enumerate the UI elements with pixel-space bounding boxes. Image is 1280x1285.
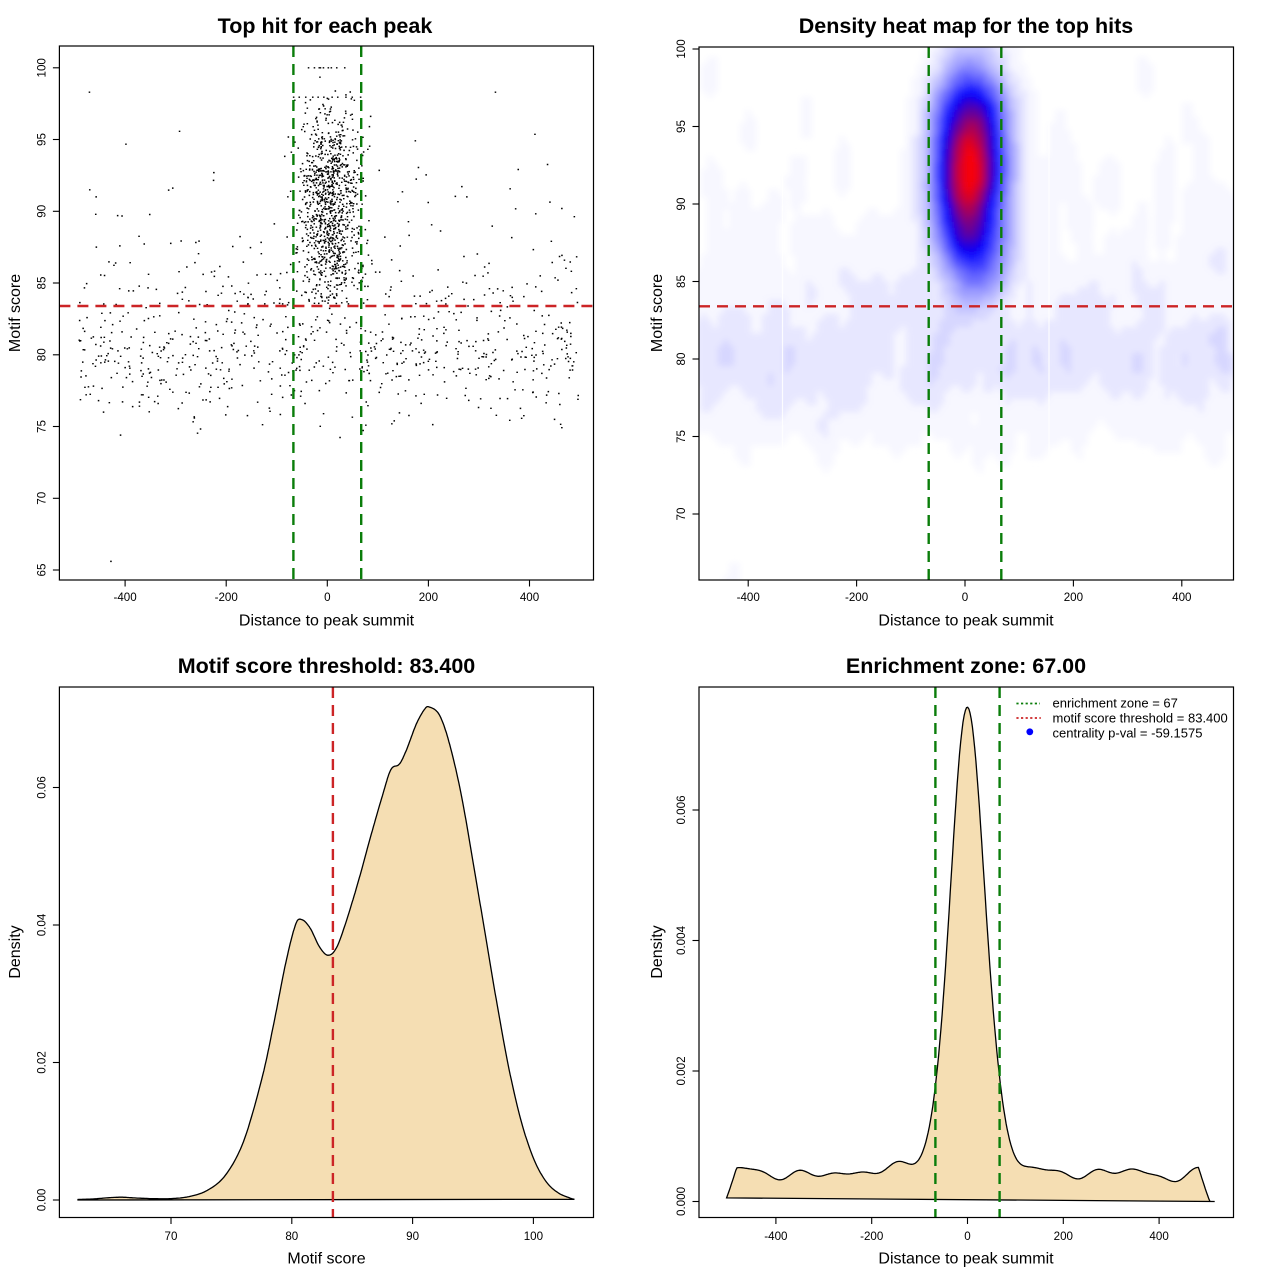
- svg-text:100: 100: [675, 39, 688, 58]
- svg-text:80: 80: [285, 1230, 298, 1243]
- svg-text:Motif score threshold: 83.400: Motif score threshold: 83.400: [178, 654, 476, 678]
- svg-text:95: 95: [35, 133, 48, 146]
- svg-text:100: 100: [524, 1230, 543, 1243]
- svg-text:75: 75: [35, 420, 48, 433]
- svg-text:100: 100: [35, 58, 48, 77]
- svg-text:0.002: 0.002: [675, 1056, 688, 1085]
- svg-text:0.004: 0.004: [675, 925, 688, 955]
- svg-text:Motif score: Motif score: [7, 274, 24, 352]
- svg-text:0.00: 0.00: [35, 1189, 48, 1212]
- svg-text:0: 0: [962, 591, 968, 604]
- svg-text:90: 90: [406, 1230, 419, 1243]
- svg-text:65: 65: [35, 564, 48, 577]
- svg-text:90: 90: [675, 198, 688, 211]
- svg-text:-200: -200: [845, 591, 868, 604]
- svg-text:400: 400: [1149, 1230, 1168, 1243]
- svg-text:70: 70: [165, 1230, 178, 1243]
- svg-text:0: 0: [324, 591, 330, 604]
- svg-text:85: 85: [675, 275, 688, 288]
- svg-text:-400: -400: [113, 591, 136, 604]
- svg-text:Distance to peak summit: Distance to peak summit: [878, 1251, 1054, 1268]
- svg-text:70: 70: [35, 492, 48, 505]
- svg-text:0.000: 0.000: [675, 1187, 688, 1216]
- svg-text:200: 200: [419, 591, 438, 604]
- svg-text:-200: -200: [860, 1230, 883, 1243]
- svg-text:Distance to peak summit: Distance to peak summit: [239, 613, 415, 630]
- svg-text:0.06: 0.06: [35, 776, 48, 799]
- svg-text:Density: Density: [649, 925, 666, 978]
- svg-text:Density heat map for the top h: Density heat map for the top hits: [799, 14, 1134, 38]
- svg-text:95: 95: [675, 120, 688, 133]
- svg-text:400: 400: [1172, 591, 1191, 604]
- svg-text:Distance to peak summit: Distance to peak summit: [878, 613, 1054, 630]
- svg-text:-400: -400: [737, 591, 760, 604]
- svg-text:0: 0: [964, 1230, 970, 1243]
- svg-text:centrality p-val = -59.1575: centrality p-val = -59.1575: [1053, 726, 1203, 741]
- svg-text:80: 80: [675, 353, 688, 366]
- svg-text:75: 75: [675, 430, 688, 443]
- svg-text:Density: Density: [7, 925, 24, 978]
- svg-text:motif score threshold = 83.400: motif score threshold = 83.400: [1053, 711, 1228, 726]
- svg-text:Top hit for each peak: Top hit for each peak: [218, 14, 433, 38]
- svg-text:80: 80: [35, 348, 48, 361]
- svg-text:-400: -400: [764, 1230, 787, 1243]
- svg-text:Enrichment zone: 67.00: Enrichment zone: 67.00: [846, 654, 1086, 678]
- svg-text:70: 70: [675, 508, 688, 521]
- svg-text:0.02: 0.02: [35, 1051, 48, 1074]
- svg-text:Motif score: Motif score: [649, 274, 666, 352]
- svg-text:200: 200: [1064, 591, 1083, 604]
- svg-text:200: 200: [1054, 1230, 1073, 1243]
- svg-text:enrichment zone = 67: enrichment zone = 67: [1053, 696, 1178, 711]
- svg-text:0.006: 0.006: [675, 795, 688, 824]
- svg-text:Motif score: Motif score: [287, 1251, 365, 1268]
- svg-text:90: 90: [35, 205, 48, 218]
- svg-text:85: 85: [35, 277, 48, 290]
- svg-text:-200: -200: [215, 591, 238, 604]
- svg-text:400: 400: [520, 591, 539, 604]
- svg-text:0.04: 0.04: [35, 913, 48, 936]
